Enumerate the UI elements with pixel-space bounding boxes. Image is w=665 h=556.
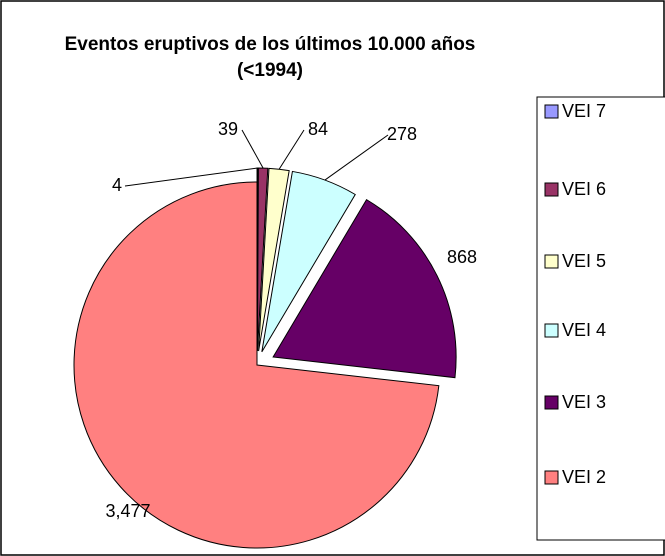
chart-title: Eventos eruptivos de los últimos 10.000 … [64, 34, 476, 81]
legend-swatch [544, 254, 559, 269]
legend-label: VEI 7 [562, 101, 606, 121]
legend-swatch [544, 104, 559, 119]
pie-slice [272, 198, 457, 379]
data-label: 278 [387, 124, 417, 144]
legend-swatch [544, 395, 559, 410]
legend-label: VEI 3 [562, 392, 606, 412]
data-label: 39 [218, 119, 238, 139]
data-label: 868 [447, 247, 477, 267]
leader-line [278, 129, 305, 170]
pie-slice [261, 170, 356, 353]
data-label: 3,477 [105, 501, 150, 521]
pie-slice [73, 181, 440, 549]
legend-swatch [544, 323, 559, 338]
pie-slice [258, 167, 290, 352]
leader-line [241, 129, 264, 169]
legend-swatch [544, 470, 559, 485]
leader-line [124, 167, 258, 187]
legend-label: VEI 2 [562, 467, 606, 487]
data-label: 84 [308, 119, 328, 139]
data-label: 4 [112, 175, 122, 195]
legend-label: VEI 6 [562, 179, 606, 199]
leader-line [324, 134, 389, 181]
legend-box [536, 96, 665, 541]
legend-label: VEI 4 [562, 320, 606, 340]
legend-swatch [544, 182, 559, 197]
legend-label: VEI 5 [562, 251, 606, 271]
